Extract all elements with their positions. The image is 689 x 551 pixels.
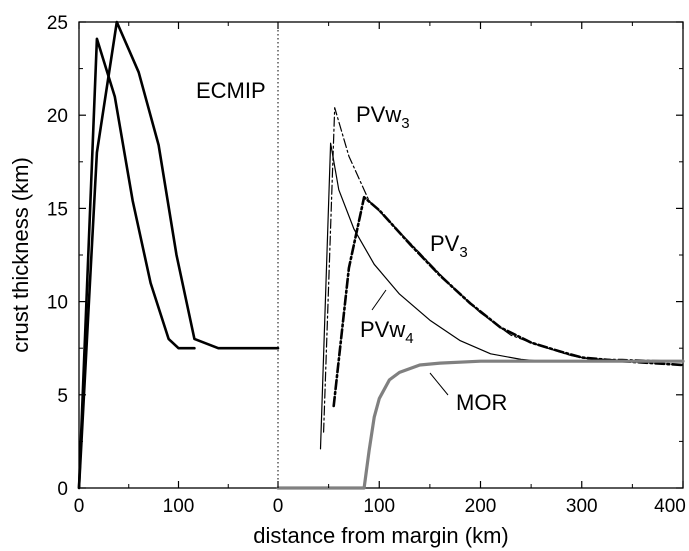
series-line-panel1-2 (77, 20, 280, 490)
x-tick-label: 100 (163, 496, 195, 517)
series-line-pvw3 (323, 107, 684, 433)
plot-frame (78, 21, 684, 489)
y-tick-label: 20 (47, 106, 68, 127)
y-tick-label: 5 (57, 386, 68, 407)
annotation-mor-leader (429, 372, 449, 396)
annotation-mor: MOR (456, 390, 507, 415)
x-tick-label: 0 (273, 496, 284, 517)
series-line-panel1-1 (77, 37, 196, 490)
y-tick-label: 0 (57, 479, 68, 500)
annotation-pvw4: PVw4 (360, 317, 414, 347)
x-tick-label: 200 (465, 496, 497, 517)
x-tick-label: 400 (654, 496, 686, 517)
y-tick-label: 10 (47, 293, 68, 314)
series-layer (77, 20, 685, 490)
x-tick-label: 100 (363, 496, 395, 517)
axes (78, 21, 684, 489)
annotation-pvw4-leader (371, 289, 387, 311)
y-tick-label: 25 (47, 13, 68, 34)
ticks-layer: 0 100 0 100 200 300 400 0 5 10 15 20 25 (47, 13, 686, 517)
x-tick-label: 300 (566, 496, 598, 517)
series-line-pv3 (332, 195, 685, 408)
y-axis-label: crust thickness (km) (8, 157, 33, 353)
x-axis-label: distance from margin (km) (253, 523, 509, 548)
annotation-pv3: PV3 (430, 231, 468, 261)
series-line-mor (276, 359, 685, 490)
x-tick-label: 0 (74, 496, 85, 517)
y-tick-label: 15 (47, 199, 68, 220)
annotation-pvw3: PVw3 (356, 102, 410, 132)
annotation-ecmip: ECMIP (196, 78, 266, 103)
